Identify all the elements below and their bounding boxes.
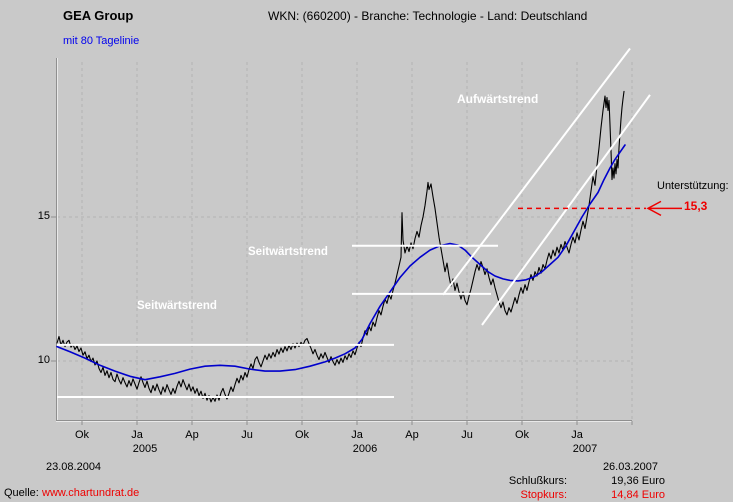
support-arrow-left-icon bbox=[646, 200, 662, 217]
x-tick-label: Ok bbox=[74, 429, 90, 441]
x-year-label: 2007 bbox=[572, 443, 598, 455]
x-tick-label: Ju bbox=[241, 429, 253, 441]
x-tick-label: Ja bbox=[571, 429, 583, 441]
stop-price-value: 14,84 Euro bbox=[611, 489, 665, 501]
chart-subtitle: mit 80 Tagelinie bbox=[63, 35, 140, 47]
y-tick-label: 10 bbox=[37, 354, 50, 366]
annotation-uptrend: Aufwärtstrend bbox=[457, 92, 539, 106]
stop-price-label: Stopkurs: bbox=[520, 489, 567, 501]
chart-start-date: 23.08.2004 bbox=[46, 461, 102, 473]
x-tick-label: Ok bbox=[514, 429, 530, 441]
close-price-value: 19,36 Euro bbox=[611, 475, 665, 487]
x-year-label: 2006 bbox=[352, 443, 378, 455]
price-line bbox=[56, 90, 625, 403]
annotation-sideways-lower: Seitwärtstrend bbox=[137, 300, 217, 312]
instrument-meta: WKN: (660200) - Branche: Technologie - L… bbox=[268, 9, 588, 23]
close-price-label: Schlußkurs: bbox=[508, 475, 567, 487]
x-year-label: 2005 bbox=[132, 443, 158, 455]
x-tick-label: Ap bbox=[185, 429, 199, 441]
x-tick-label: Ok bbox=[294, 429, 310, 441]
trend-line-uptrend-channel-top bbox=[442, 47, 631, 296]
trend-line-uptrend-channel-bottom bbox=[481, 94, 651, 326]
x-tick-label: Ja bbox=[131, 429, 143, 441]
x-tick-label: Ap bbox=[405, 429, 419, 441]
y-tick-label: 15 bbox=[37, 210, 50, 222]
support-label: Unterstützung: bbox=[657, 180, 729, 192]
x-tick-label: Ju bbox=[461, 429, 473, 441]
support-value: 15,3 bbox=[684, 199, 708, 213]
source-label: Quelle: bbox=[4, 487, 39, 499]
moving-average-line bbox=[56, 144, 626, 381]
source-link[interactable]: www.chartundrat.de bbox=[42, 487, 140, 499]
annotation-sideways-upper: Seitwärtstrend bbox=[248, 246, 328, 258]
chart-end-date: 26.03.2007 bbox=[602, 461, 658, 473]
x-tick-label: Ja bbox=[351, 429, 363, 441]
page-title: GEA Group bbox=[63, 8, 134, 23]
